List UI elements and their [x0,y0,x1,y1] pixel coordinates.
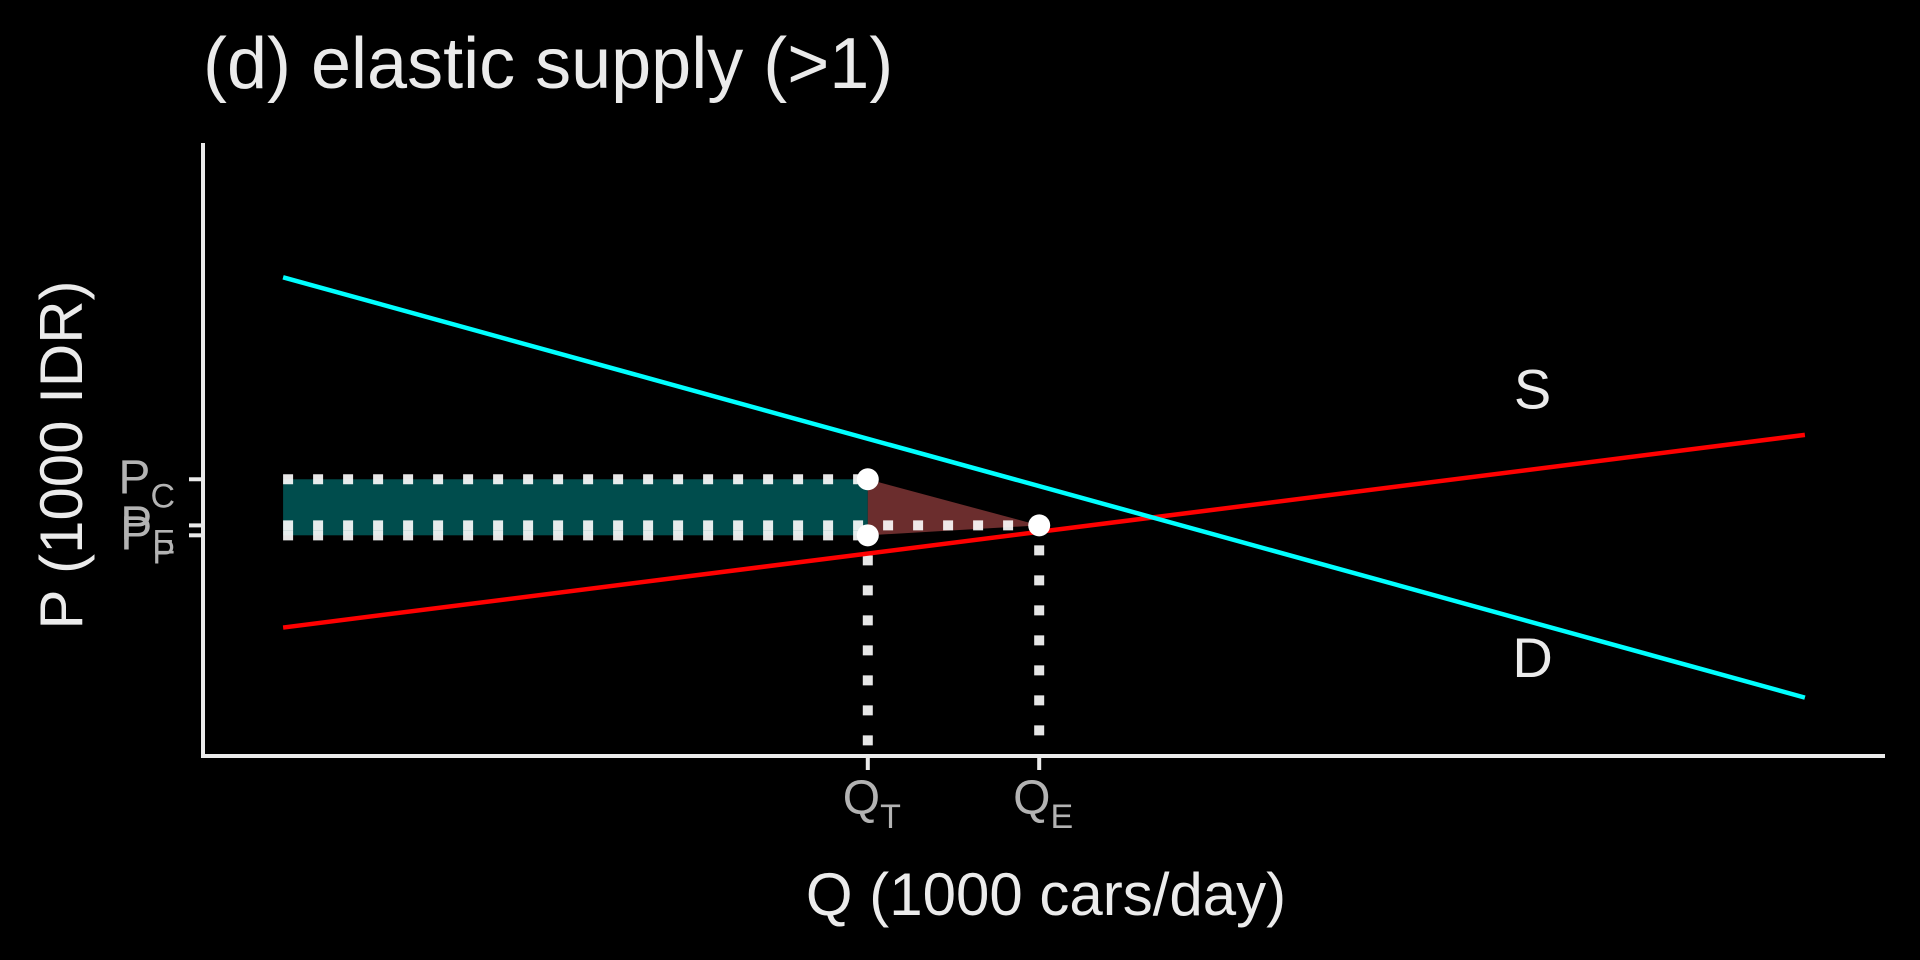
x-tick-label: QT [843,772,901,836]
deadweight-loss-area [867,479,1040,536]
equilibrium-point [856,468,879,491]
shaded-areas [283,479,1040,536]
guide-lines [283,474,1045,756]
x-tick-label: QE [1013,772,1073,836]
equilibrium-point [1028,514,1051,537]
y-tick-label: PE [120,497,175,561]
points [856,468,1051,547]
y-tick-label: PC [118,451,175,515]
tax-revenue-area [283,479,868,536]
y-axis-title: P (1000 IDR) [28,280,95,629]
chart-title: (d) elastic supply (>1) [203,24,893,104]
x-axis-title: Q (1000 cars/day) [806,861,1286,928]
curve-labels: SD [1512,358,1552,690]
curve-label-d: D [1512,626,1552,689]
demand-curve [282,275,1806,700]
y-tick-label: PP [120,507,175,571]
equilibrium-point [856,524,879,547]
curve-label-s: S [1514,358,1551,421]
